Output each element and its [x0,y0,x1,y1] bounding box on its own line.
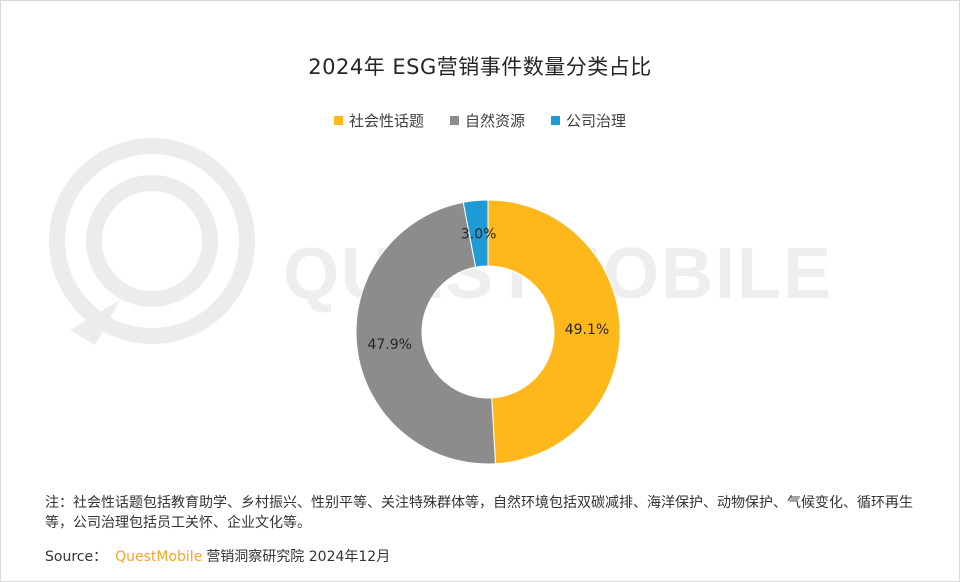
legend-swatch [551,116,560,125]
donut-slice [355,201,496,465]
source-line: Source： QuestMobile 营销洞察研究院 2024年12月 [45,546,390,566]
watermark-ring-outer [49,138,255,344]
legend-swatch [333,116,343,125]
watermark-tail [70,300,120,345]
legend-item: 社会性话题 [333,110,424,131]
legend-label: 社会性话题 [348,112,424,130]
data-label: 47.9% [367,337,411,353]
legend-label: 自然资源 [464,112,525,130]
chart-title: 2024年 ESG营销事件数量分类占比 [308,55,652,79]
donut-slice [487,199,621,465]
legend-item: 自然资源 [449,110,525,131]
source-brand: QuestMobile [115,549,203,565]
footnote: 注：社会性话题包括教育助学、乡村振兴、性别平等、关注特殊群体等，自然环境包括双碳… [45,495,913,531]
data-label: 49.1% [565,322,609,338]
legend-item: 公司治理 [551,110,626,131]
source-detail: 营销洞察研究院 2024年12月 [206,549,391,565]
source-label: Source： [45,549,108,565]
donut-slice [462,199,489,268]
watermark-ring-inner [86,175,218,307]
chart-legend: 社会性话题 自然资源 公司治理 [0,110,960,131]
data-label: 3.0% [461,226,497,242]
legend-swatch [449,116,459,125]
legend-label: 公司治理 [566,112,627,130]
